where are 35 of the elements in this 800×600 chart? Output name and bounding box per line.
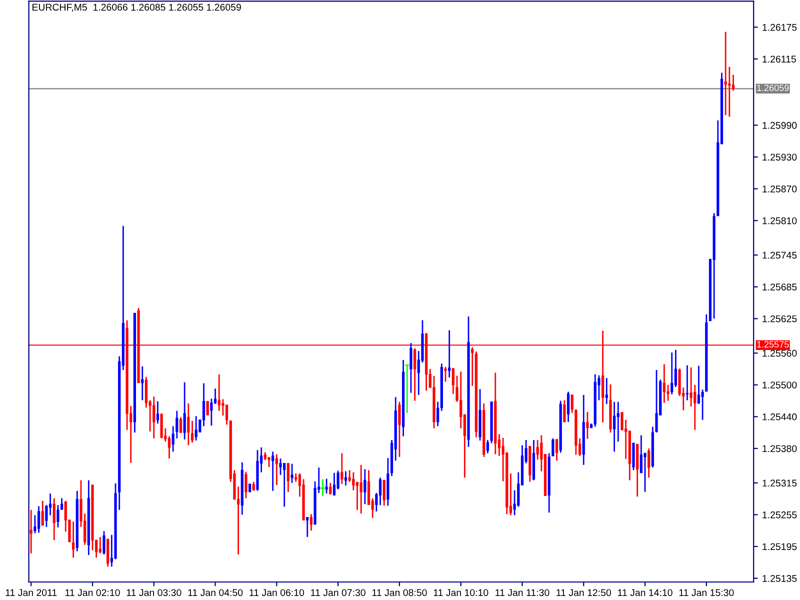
y-tick-label: 1.25810: [762, 217, 797, 224]
x-tick-label: 11 Jan 11:30: [496, 589, 550, 596]
x-tick-label: 11 Jan 02:10: [65, 589, 120, 596]
x-tick-label: 11 Jan 07:30: [311, 589, 366, 596]
y-tick-label: 1.25930: [762, 154, 797, 161]
y-tick-label: 1.25560: [762, 350, 797, 357]
ref-line-label: 1.25575: [757, 341, 789, 348]
y-tick-label: 1.25500: [762, 382, 797, 388]
y-tick-label: 1.26175: [762, 24, 797, 31]
x-tick-label: 11 Jan 03:30: [126, 589, 182, 596]
y-tick-label: 1.25255: [762, 511, 797, 518]
candlestick: [206, 400, 209, 416]
x-tick-label: 11 Jan 04:50: [188, 589, 243, 596]
x-tick-label: 11 Jan 14:10: [618, 589, 672, 596]
y-tick-label: 1.25745: [762, 252, 797, 259]
y-tick-label: 1.25685: [762, 284, 797, 290]
y-tick-label: 1.25990: [762, 122, 797, 129]
candlestick: [248, 483, 252, 493]
ref-line-label: 1.26059: [757, 84, 789, 92]
y-tick-label: 1.25380: [762, 445, 797, 452]
x-tick-label: 11 Jan 10:10: [434, 589, 488, 596]
y-tick-label: 1.25195: [762, 543, 797, 550]
y-tick-label: 1.25135: [762, 575, 797, 582]
x-tick-label: 11 Jan 15:30: [679, 589, 734, 596]
x-tick-label: 11 Jan 08:50: [372, 589, 427, 596]
x-tick-label: 11 Jan 2011: [6, 589, 57, 596]
y-tick-label: 1.25625: [762, 315, 797, 322]
y-tick-label: 1.25440: [762, 413, 797, 420]
chart-title: EURCHF,M5 1.26066 1.26085 1.26055 1.26059: [32, 4, 241, 12]
x-tick-label: 11 Jan 12:50: [556, 589, 611, 596]
y-tick-label: 1.26115: [762, 56, 796, 63]
y-tick-label: 1.25870: [762, 186, 797, 192]
x-tick-label: 11 Jan 06:10: [250, 589, 304, 596]
candlestick: [444, 366, 447, 382]
y-tick-label: 1.25315: [762, 480, 797, 487]
